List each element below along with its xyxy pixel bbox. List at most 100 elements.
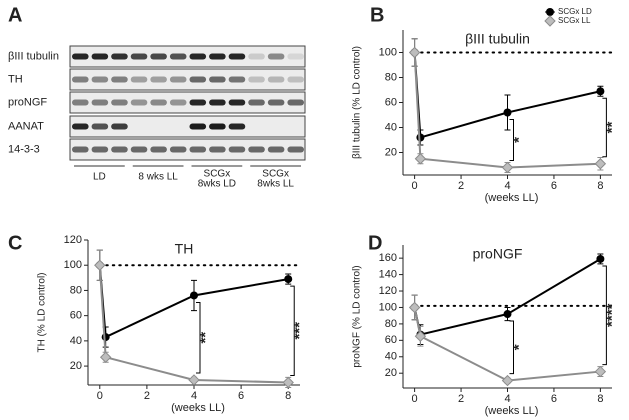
- legend-label: SCGx LD: [558, 7, 592, 16]
- x-tick-label: 8: [597, 180, 603, 192]
- point: [594, 158, 607, 170]
- band: [287, 146, 304, 153]
- band: [228, 53, 246, 60]
- group-label: SCGx: [262, 169, 289, 180]
- blot-row: [69, 138, 306, 161]
- y-tick-label: 20: [70, 360, 82, 372]
- y-tick-label: 80: [70, 284, 82, 296]
- band: [287, 53, 304, 60]
- blot-row-label: proNGF: [8, 96, 47, 108]
- band: [111, 146, 128, 153]
- point: [546, 8, 554, 16]
- band: [189, 146, 207, 153]
- y-axis-label: proNGF (% LD control): [352, 265, 363, 367]
- band: [209, 99, 226, 106]
- point: [94, 259, 106, 271]
- band: [91, 76, 109, 83]
- band: [150, 99, 167, 106]
- point: [282, 376, 294, 389]
- group-label: SCGx: [204, 169, 231, 180]
- band: [248, 146, 265, 153]
- significance-bracket: [602, 265, 607, 366]
- series-line: [413, 258, 601, 336]
- blot-row-label: AANAT: [8, 120, 44, 132]
- band: [189, 123, 207, 130]
- band: [169, 146, 187, 153]
- band: [111, 123, 128, 130]
- y-tick-label: 100: [379, 46, 397, 58]
- y-tick-label: 60: [70, 310, 82, 322]
- band: [287, 76, 304, 83]
- x-tick-label: 2: [458, 180, 464, 192]
- band: [228, 146, 246, 153]
- band: [150, 146, 167, 153]
- band: [267, 76, 285, 83]
- band: [209, 76, 226, 83]
- x-tick-label: 4: [191, 390, 197, 402]
- x-tick-label: 4: [504, 180, 510, 192]
- x-tick-label: 6: [551, 393, 557, 405]
- band: [209, 146, 226, 153]
- x-tick-label: 2: [144, 390, 150, 402]
- band: [189, 76, 207, 83]
- band: [209, 53, 226, 60]
- y-tick-label: 160: [379, 252, 397, 264]
- y-tick-label: 140: [379, 268, 397, 280]
- point: [408, 301, 421, 314]
- significance-bracket: [509, 119, 514, 161]
- blot-row: [69, 115, 306, 138]
- panel-letter: D: [368, 232, 382, 254]
- band: [72, 99, 89, 106]
- point: [503, 108, 512, 117]
- group-label: 8wks LL: [257, 179, 294, 190]
- significance-label: *: [510, 137, 527, 143]
- chart-title: βIII tubulin: [465, 31, 530, 47]
- band: [248, 99, 265, 106]
- band: [248, 53, 265, 60]
- y-tick-label: 120: [379, 285, 397, 297]
- band: [189, 99, 207, 106]
- point: [190, 291, 198, 300]
- y-tick-label: 120: [64, 234, 82, 246]
- significance-label: *: [510, 344, 527, 350]
- blot-row: [69, 91, 306, 114]
- y-tick-label: 80: [385, 318, 397, 330]
- band: [169, 53, 187, 60]
- point: [544, 15, 556, 27]
- y-tick-label: 20: [385, 146, 397, 158]
- y-tick-label: 100: [379, 301, 397, 313]
- point: [594, 365, 607, 378]
- blot-row-label: TH: [8, 73, 23, 85]
- band: [111, 53, 128, 60]
- point: [596, 87, 605, 96]
- blot-row: [69, 68, 306, 91]
- point: [501, 161, 514, 174]
- y-tick-label: 80: [385, 71, 397, 83]
- x-tick-label: 0: [412, 393, 418, 405]
- significance-bracket: [196, 301, 201, 374]
- y-tick-label: 40: [70, 335, 82, 347]
- band: [189, 53, 207, 60]
- band: [228, 99, 246, 106]
- point: [188, 374, 200, 386]
- point: [596, 254, 605, 263]
- series-line: [413, 307, 601, 382]
- point: [501, 374, 514, 387]
- band: [91, 53, 109, 60]
- band: [91, 123, 109, 130]
- x-axis-label: (weeks LL): [485, 405, 539, 417]
- point: [408, 46, 421, 59]
- band: [248, 76, 265, 83]
- point: [414, 330, 427, 342]
- y-tick-label: 40: [385, 351, 397, 363]
- band: [267, 99, 285, 106]
- band: [150, 76, 167, 83]
- x-tick-label: 6: [238, 390, 244, 402]
- x-axis-label: (weeks LL): [485, 192, 539, 204]
- band: [111, 76, 128, 83]
- band: [72, 123, 89, 130]
- band: [287, 99, 304, 106]
- panel-letter: A: [8, 4, 22, 26]
